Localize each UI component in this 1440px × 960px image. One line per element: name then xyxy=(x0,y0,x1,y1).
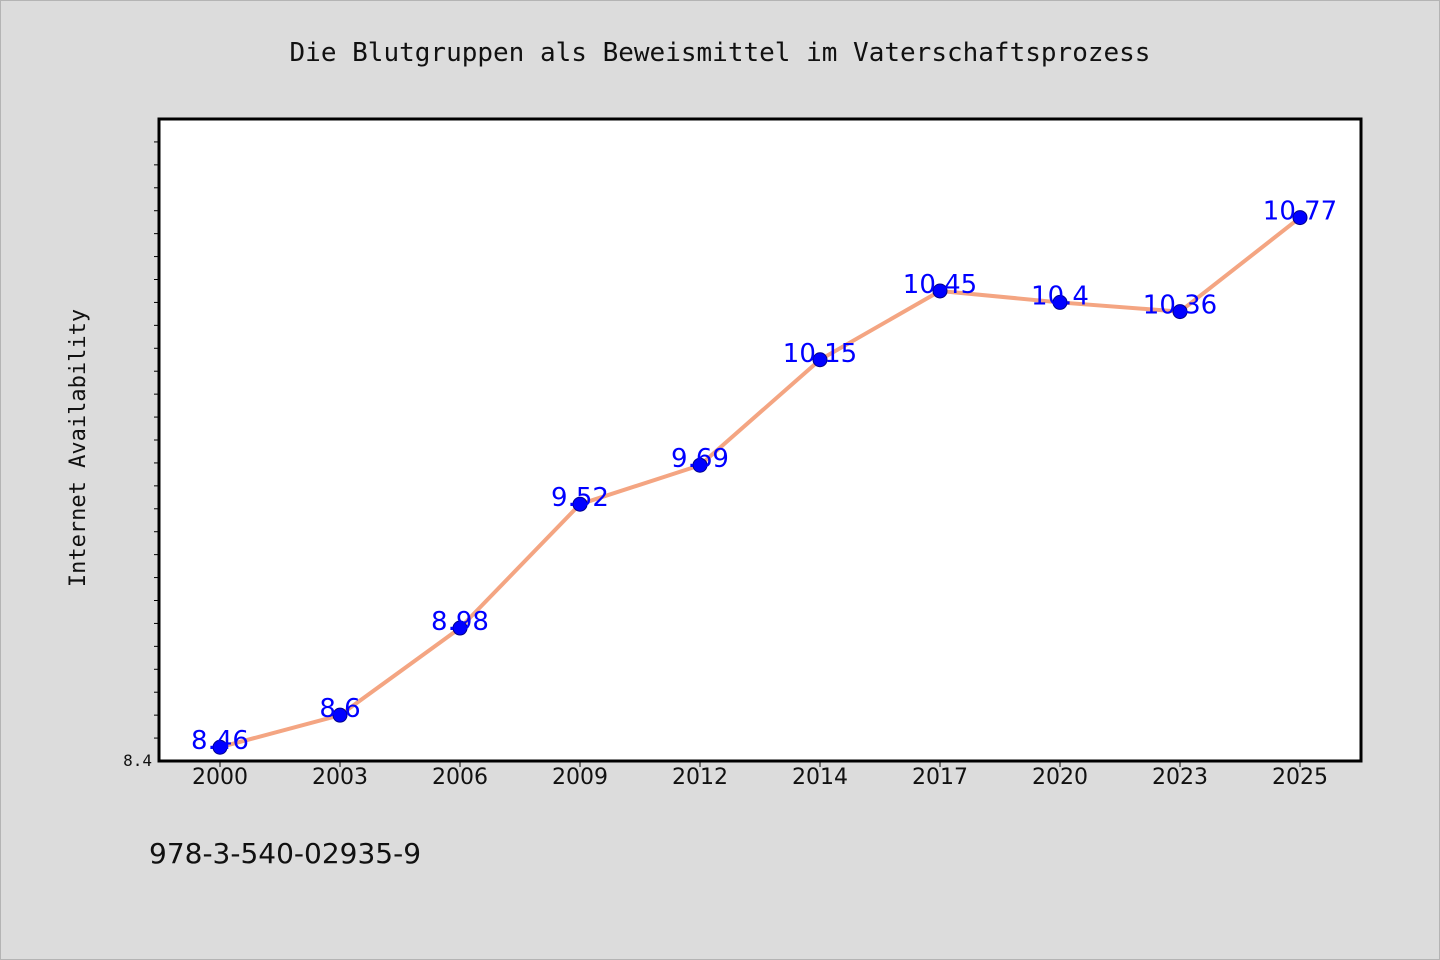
data-point xyxy=(1052,294,1068,310)
x-axis-ticks: 2000 2003 2006 2009 2012 2014 2017 2020 2023 2025 xyxy=(192,761,1328,790)
data-label: 8.98 xyxy=(431,607,489,637)
data-label: 9.69 xyxy=(671,444,729,474)
data-label: 8.46 xyxy=(191,726,249,756)
x-tick-label: 2012 xyxy=(672,765,728,790)
x-tick-label: 2023 xyxy=(1152,765,1208,790)
plot-area xyxy=(157,117,1363,763)
x-tick-label: 2020 xyxy=(1032,765,1088,790)
data-point xyxy=(1172,304,1188,320)
y-axis-ticks xyxy=(154,141,159,739)
data-label: 10.45 xyxy=(903,270,977,300)
data-point xyxy=(332,707,348,723)
chart-title: Die Blutgruppen als Beweismittel im Vate… xyxy=(290,38,1151,68)
data-point xyxy=(812,352,828,368)
x-tick-label: 2017 xyxy=(912,765,968,790)
data-markers xyxy=(212,210,1308,755)
data-point xyxy=(212,739,228,755)
data-label: 8.6 xyxy=(319,694,360,724)
x-tick-label: 2000 xyxy=(192,765,248,790)
data-label: 10.77 xyxy=(1263,197,1337,227)
x-tick-label: 2006 xyxy=(432,765,488,790)
data-point xyxy=(932,283,948,299)
x-tick-label: 2009 xyxy=(552,765,608,790)
y-tick-label-min: 8.4 xyxy=(123,751,152,770)
data-label: 10.36 xyxy=(1143,291,1217,321)
data-labels: 8.46 8.6 8.98 9.52 9.69 10.15 10.45 10.4 10.36 10… xyxy=(191,197,1337,757)
series-line-group xyxy=(219,216,1302,750)
data-label: 10.15 xyxy=(783,339,857,369)
data-label: 9.52 xyxy=(551,483,609,513)
isbn-text: 978-3-540-02935-9 xyxy=(149,837,421,870)
x-tick-label: 2014 xyxy=(792,765,848,790)
data-label: 10.4 xyxy=(1031,281,1089,311)
data-point xyxy=(692,457,708,473)
data-point xyxy=(572,496,588,512)
x-tick-label: 2003 xyxy=(312,765,368,790)
x-tick-label: 2025 xyxy=(1272,765,1328,790)
y-axis-label: Internet Availability xyxy=(66,309,91,587)
series-line xyxy=(219,216,1302,750)
data-point xyxy=(452,620,468,636)
data-point xyxy=(1292,210,1308,226)
